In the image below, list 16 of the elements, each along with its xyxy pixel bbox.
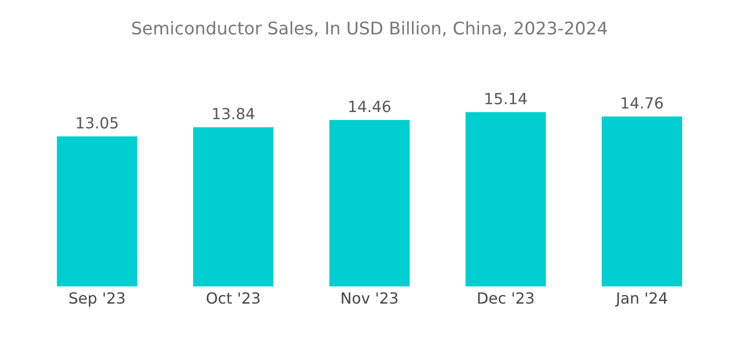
x-tick-label: Jan '24 — [615, 292, 668, 307]
bar — [328, 118, 412, 288]
data-label: 13.05 — [76, 117, 118, 129]
x-tick-label: Nov '23 — [342, 292, 398, 304]
bar — [464, 110, 548, 288]
data-label: 15.14 — [486, 92, 527, 104]
x-tick-label: Dec '23 — [478, 292, 534, 304]
bar — [56, 134, 139, 288]
data-label: 14.46 — [349, 100, 390, 112]
x-tick-label: Oct '23 — [206, 292, 260, 304]
data-label: 14.76 — [622, 97, 663, 109]
x-tick-label: Sep '23 — [69, 292, 125, 307]
bar — [192, 126, 275, 288]
bar — [600, 115, 684, 288]
chart-title: Semiconductor Sales, In USD Billion, China, 2023-2024 — [132, 21, 607, 36]
data-label: 13.84 — [213, 108, 254, 120]
